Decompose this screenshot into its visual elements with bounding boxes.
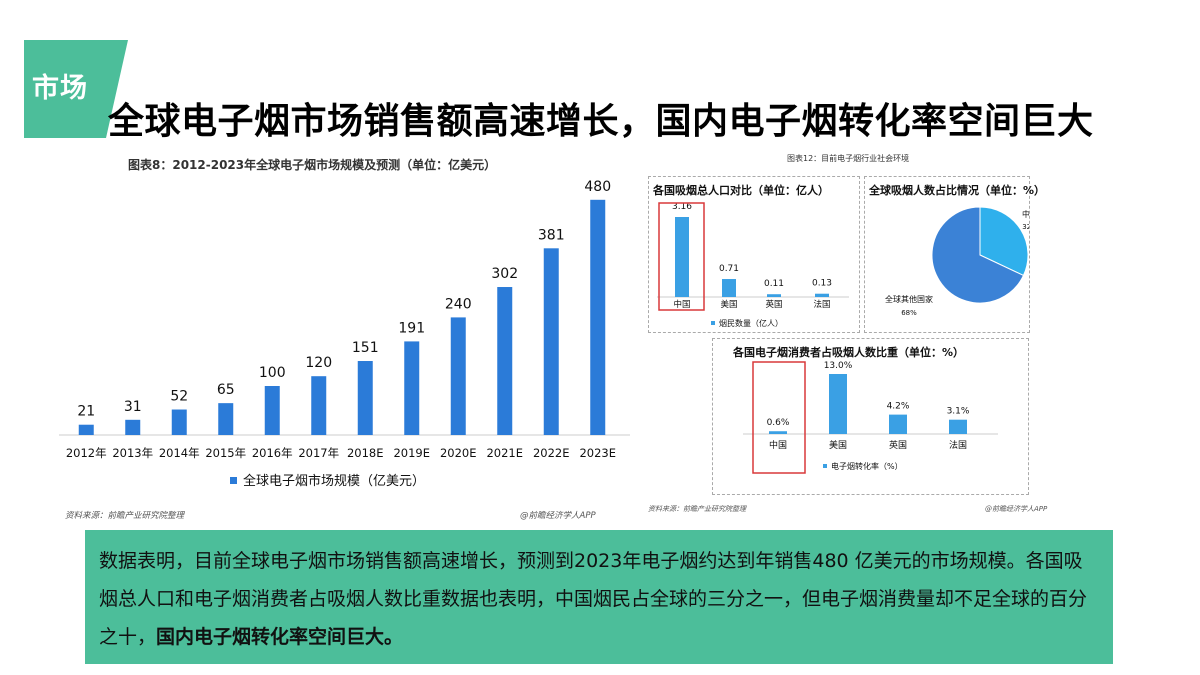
- ecig-ratio-panel: 各国电子烟消费者占吸烟人数比重（单位：%） 0.6% 中国 13.0% 美国 4.2% 英…: [712, 338, 1029, 495]
- smoker-share-pie-chart: 中国 32% 全球其他国家 68%: [885, 206, 1029, 317]
- data-label: 191: [398, 320, 425, 336]
- right-chart-source: 资料来源：前瞻产业研究院整理: [648, 505, 746, 513]
- smoker-share-title: 全球吸烟人数占比情况（单位：%）: [869, 184, 1046, 197]
- data-label: 65: [217, 382, 235, 398]
- tick-label: 2017年: [298, 446, 339, 460]
- summary-text: 数据表明，目前全球电子烟市场销售额高速增长，预测到2023年电子烟约达到年销售4…: [99, 542, 1099, 656]
- bar: [675, 217, 689, 297]
- data-label: 0.71: [719, 264, 739, 274]
- bar: [264, 386, 280, 435]
- tick-label: 英国: [889, 439, 907, 451]
- left-chart-watermark-credit: @前瞻经济学人APP: [520, 511, 596, 521]
- bar: [815, 293, 829, 297]
- tick-label: 2016年: [252, 446, 293, 460]
- highlight-box: [752, 361, 806, 474]
- tick-label: 美国: [829, 439, 847, 451]
- bar: [404, 341, 420, 435]
- tick-label: 法国: [949, 439, 967, 451]
- bar: [767, 294, 781, 297]
- right-chart-watermark-credit: @前瞻经济学人APP: [985, 505, 1048, 513]
- bar: [78, 424, 94, 435]
- left-chart-caption: 图表8：2012-2023年全球电子烟市场规模及预测（单位：亿美元）: [128, 158, 497, 172]
- data-label: 100: [259, 365, 286, 381]
- highlight-box: [658, 202, 705, 311]
- data-label: 0.11: [764, 279, 784, 289]
- data-label: 13.0%: [824, 361, 853, 371]
- data-label: 480: [584, 180, 611, 195]
- bar: [769, 431, 787, 434]
- summary-body: 数据表明，目前全球电子烟市场销售额高速增长，预测到2023年电子烟约达到年销售4…: [99, 550, 1088, 648]
- legend-label: 电子烟转化率（%）: [831, 461, 903, 471]
- bar: [889, 414, 907, 434]
- tick-label: 2015年: [205, 446, 246, 460]
- tick-label: 2020E: [440, 446, 477, 460]
- legend-label: 烟民数量（亿人）: [719, 318, 783, 328]
- tick-label: 2019E: [393, 446, 430, 460]
- slice-label: 中国: [1022, 209, 1029, 219]
- bar: [543, 248, 559, 435]
- bar: [357, 361, 373, 435]
- data-label: 381: [538, 227, 565, 243]
- tick-label: 美国: [720, 299, 737, 310]
- tick-label: 2021E: [486, 446, 523, 460]
- bar: [171, 409, 187, 435]
- data-label: 52: [170, 389, 188, 405]
- legend-swatch: [230, 477, 237, 484]
- bar: [450, 317, 466, 435]
- tick-label: 2012年: [66, 446, 107, 460]
- smoker-share-panel: 全球吸烟人数占比情况（单位：%） 中国 32% 全球其他国家 68%: [864, 176, 1045, 333]
- smoker-population-panel: 各国吸烟总人口对比（单位：亿人） 3.16 中国 0.71 美国 0.11 英国 0.13 法…: [648, 176, 860, 333]
- data-label: 4.2%: [887, 402, 910, 412]
- legend-label: 全球电子烟市场规模（亿美元）: [243, 473, 425, 489]
- pie-slice: [931, 206, 1025, 304]
- data-label: 21: [77, 404, 95, 420]
- tick-label: 2023E: [579, 446, 616, 460]
- tick-label: 2013年: [112, 446, 153, 460]
- slice-value: 32%: [1022, 223, 1029, 231]
- data-label: 3.1%: [947, 407, 970, 417]
- tick-label: 英国: [765, 299, 782, 310]
- market-size-bar-chart: 21 2012年 31 2013年 52 2014年 65 2015年 100 2016年 120 2…: [59, 180, 630, 489]
- right-chart-caption: 图表12：目前电子烟行业社会环境: [787, 154, 910, 163]
- data-label: 3.16: [672, 202, 692, 212]
- data-label: 151: [352, 340, 379, 356]
- legend-swatch: [823, 464, 827, 468]
- data-label: 0.13: [812, 279, 832, 289]
- data-label: 31: [124, 399, 142, 415]
- bar: [125, 419, 141, 435]
- bar: [218, 403, 234, 435]
- summary-conclusion: 国内电子烟转化率空间巨大。: [156, 626, 404, 648]
- pie-slice: [979, 206, 1029, 277]
- data-label: 120: [305, 355, 332, 371]
- bar: [722, 279, 736, 297]
- tick-label: 2022E: [533, 446, 570, 460]
- summary-box: 数据表明，目前全球电子烟市场销售额高速增长，预测到2023年电子烟约达到年销售4…: [85, 530, 1113, 664]
- tick-label: 法国: [813, 299, 830, 310]
- data-label: 240: [445, 296, 472, 312]
- bar: [949, 419, 967, 434]
- ecig-ratio-title: 各国电子烟消费者占吸烟人数比重（单位：%）: [733, 346, 965, 359]
- legend-swatch: [711, 321, 715, 325]
- left-chart-source: 资料来源：前瞻产业研究院整理: [65, 511, 185, 521]
- tick-label: 中国: [673, 299, 690, 310]
- section-tag: 市场: [32, 73, 88, 104]
- data-label: 0.6%: [767, 418, 790, 428]
- bar: [311, 376, 327, 435]
- smoker-population-title: 各国吸烟总人口对比（单位：亿人）: [653, 184, 829, 197]
- tick-label: 2018E: [347, 446, 384, 460]
- data-label: 302: [491, 266, 518, 282]
- slice-value: 68%: [901, 309, 917, 317]
- bar: [497, 287, 513, 435]
- section-tag-shape: [24, 40, 128, 138]
- bar: [829, 374, 847, 434]
- slice-label: 全球其他国家: [885, 294, 933, 304]
- bar: [590, 199, 606, 435]
- page-title: 全球电子烟市场销售额高速增长，国内电子烟转化率空间巨大: [108, 101, 1094, 142]
- tick-label: 中国: [769, 439, 787, 451]
- tick-label: 2014年: [159, 446, 200, 460]
